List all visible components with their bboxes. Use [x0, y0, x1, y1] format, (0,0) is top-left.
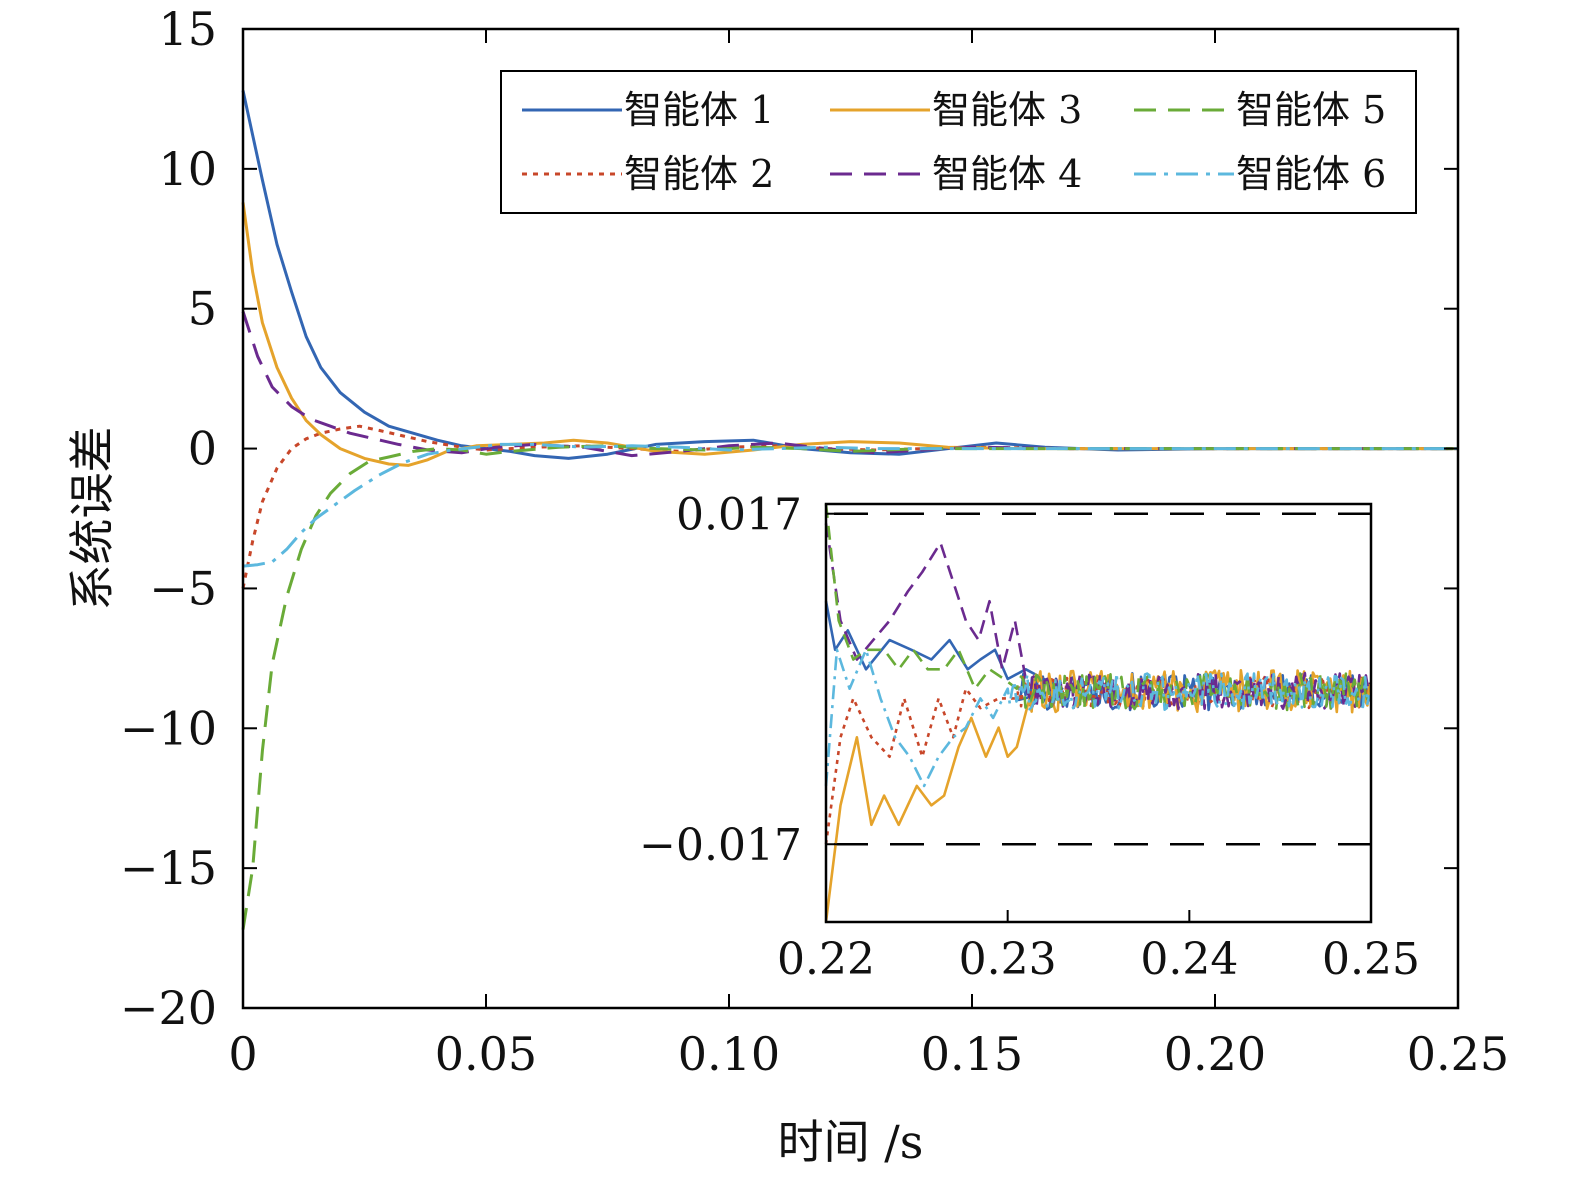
y-tick-label: −5	[149, 561, 217, 615]
legend: 智能体 1 智能体 2 智能体 3 智能体 4 智能体 5 智能体 6	[500, 70, 1417, 214]
y-tick-label: 0	[188, 422, 217, 476]
main-series-line-1	[241, 90, 1458, 460]
x-tick-label: 0	[228, 1027, 257, 1081]
x-tick-label: 0.10	[678, 1027, 780, 1081]
y-tick-label: 15	[158, 2, 217, 56]
inset-y-tick-label: 0.017	[676, 490, 802, 541]
legend-label-2: 智能体 2	[624, 152, 774, 196]
x-tick-label: 0.15	[921, 1027, 1023, 1081]
legend-label-6: 智能体 6	[1236, 152, 1386, 196]
main-series-line-4	[241, 311, 1458, 458]
inset-x-tick-label: 0.24	[1140, 934, 1238, 985]
y-axis-title: 系统误差	[65, 427, 119, 611]
x-axis-title: 时间 /s	[778, 1115, 924, 1169]
main-series-line-5	[241, 444, 1458, 930]
inset-x-tick-label: 0.23	[959, 934, 1057, 985]
main-axes-frame	[241, 27, 1460, 1010]
inset-axis-ticks	[825, 512, 1372, 922]
inset-plot: 0.22 0.23 0.24 0.25 0.017 −0.017	[639, 490, 1420, 985]
y-tick-label: −20	[120, 981, 217, 1035]
y-tick-label: −15	[120, 841, 217, 895]
legend-label-5: 智能体 5	[1236, 88, 1386, 132]
inset-series-lines	[824, 503, 1372, 923]
inset-tick-labels: 0.22 0.23 0.24 0.25 0.017 −0.017	[639, 490, 1420, 985]
inset-background	[826, 504, 1371, 922]
legend-label-1: 智能体 1	[624, 88, 774, 132]
legend-label-4: 智能体 4	[932, 152, 1082, 196]
inset-x-tick-label: 0.25	[1322, 934, 1420, 985]
inset-axes-frame	[824, 502, 1373, 924]
inset-series-line-6	[824, 648, 1371, 788]
main-plot: 0 0.05 0.10 0.15 0.20 0.25 15 10 5 0 −5 −10 −15 −20 时…	[65, 2, 1509, 1169]
main-tick-labels: 0 0.05 0.10 0.15 0.20 0.25 15 10 5 0 −5 −10 −15 −20	[120, 2, 1509, 1081]
inset-reference-lines	[826, 512, 1371, 846]
legend-label-3: 智能体 3	[932, 88, 1082, 132]
main-series-line-6	[242, 442, 1458, 568]
main-series-lines	[241, 90, 1458, 930]
x-tick-label: 0.25	[1407, 1027, 1509, 1081]
main-series-line-3	[241, 202, 1458, 467]
y-tick-label: 10	[158, 142, 217, 196]
legend-box	[500, 70, 1417, 214]
x-tick-label: 0.05	[435, 1027, 537, 1081]
y-tick-label: −10	[120, 701, 217, 755]
y-tick-label: 5	[188, 282, 217, 336]
main-axis-ticks	[242, 28, 1459, 1009]
inset-y-tick-label: −0.017	[639, 820, 802, 871]
inset-x-tick-label: 0.22	[777, 934, 875, 985]
x-tick-label: 0.20	[1164, 1027, 1266, 1081]
legend-items: 智能体 1 智能体 2 智能体 3 智能体 4 智能体 5 智能体 6	[522, 88, 1386, 196]
